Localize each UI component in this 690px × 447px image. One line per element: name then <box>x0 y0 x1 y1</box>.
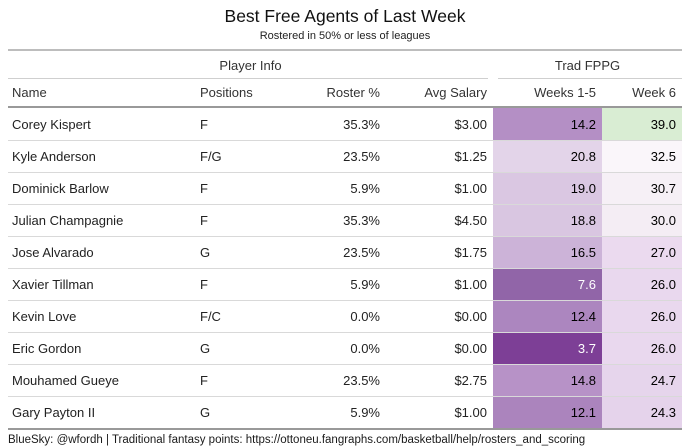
column-header-name: Name <box>12 85 47 100</box>
table-body: Corey Kispert F 35.3% $3.00 14.2 39.0 Ky… <box>8 108 682 430</box>
roster-pct-cell: 0.0% <box>350 341 380 356</box>
page-subtitle: Rostered in 50% or less of leagues <box>259 30 431 42</box>
roster-pct-cell: 0.0% <box>350 309 380 324</box>
avg-salary-cell: $0.00 <box>454 341 487 356</box>
weeks-1-5-cell: 14.2 <box>493 108 602 140</box>
avg-salary-cell: $1.00 <box>454 181 487 196</box>
week-6-cell: 30.7 <box>602 173 682 204</box>
column-header-roster-pct: Roster % <box>326 85 380 100</box>
table-row: Jose Alvarado G 23.5% $1.75 16.5 27.0 <box>8 236 682 268</box>
roster-pct-cell: 35.3% <box>343 213 380 228</box>
week-6-cell: 24.3 <box>602 397 682 428</box>
player-name: Corey Kispert <box>12 116 91 132</box>
player-name: Eric Gordon <box>12 341 82 356</box>
weeks-1-5-cell: 12.4 <box>493 301 602 332</box>
week-6-cell: 26.0 <box>602 269 682 300</box>
weeks-1-5-cell: 19.0 <box>493 173 602 204</box>
week-6-cell: 26.0 <box>602 301 682 332</box>
week-6-cell: 24.7 <box>602 365 682 396</box>
player-name: Julian Champagnie <box>12 213 124 228</box>
column-header-week-6: Week 6 <box>632 85 676 100</box>
weeks-1-5-cell: 20.8 <box>493 141 602 172</box>
roster-pct-cell: 23.5% <box>343 373 380 388</box>
roster-pct-cell: 5.9% <box>350 181 380 196</box>
player-positions: F <box>200 213 208 228</box>
player-positions: F/C <box>200 309 221 324</box>
week-6-cell: 27.0 <box>602 237 682 268</box>
table-row: Mouhamed Gueye F 23.5% $2.75 14.8 24.7 <box>8 364 682 396</box>
avg-salary-cell: $1.00 <box>454 277 487 292</box>
avg-salary-cell: $4.50 <box>454 213 487 228</box>
column-header-avg-salary: Avg Salary <box>424 85 487 100</box>
column-header-weeks-1-5: Weeks 1-5 <box>534 85 596 100</box>
player-name: Dominick Barlow <box>12 181 109 196</box>
player-positions: F/G <box>200 149 222 164</box>
player-name: Kevin Love <box>12 309 77 324</box>
weeks-1-5-cell: 12.1 <box>493 397 602 428</box>
page-title: Best Free Agents of Last Week <box>224 6 466 26</box>
week-6-cell: 30.0 <box>602 205 682 236</box>
table-row: Eric Gordon G 0.0% $0.00 3.7 26.0 <box>8 332 682 364</box>
roster-pct-cell: 23.5% <box>343 245 380 260</box>
column-spanner-row: Player Info Trad FPPG <box>8 51 682 79</box>
spanner-player-info: Player Info <box>8 51 493 79</box>
player-positions: G <box>200 245 211 260</box>
player-positions: F <box>200 373 208 388</box>
table-row: Kevin Love F/C 0.0% $0.00 12.4 26.0 <box>8 300 682 332</box>
week-6-cell: 32.5 <box>602 141 682 172</box>
avg-salary-cell: $0.00 <box>454 309 487 324</box>
roster-pct-cell: 5.9% <box>350 405 380 420</box>
table-row: Kyle Anderson F/G 23.5% $1.25 20.8 32.5 <box>8 140 682 172</box>
player-name: Mouhamed Gueye <box>12 373 119 388</box>
player-positions: G <box>200 405 211 420</box>
table-row: Corey Kispert F 35.3% $3.00 14.2 39.0 <box>8 108 682 140</box>
avg-salary-cell: $2.75 <box>454 373 487 388</box>
player-positions: G <box>200 341 211 356</box>
avg-salary-cell: $1.75 <box>454 245 487 260</box>
avg-salary-cell: $1.00 <box>454 405 487 420</box>
weeks-1-5-cell: 16.5 <box>493 237 602 268</box>
column-header-row: Name Positions Roster % Avg Salary Weeks… <box>8 79 682 108</box>
weeks-1-5-cell: 3.7 <box>493 333 602 364</box>
week-6-cell: 26.0 <box>602 333 682 364</box>
roster-pct-cell: 35.3% <box>343 116 380 132</box>
source-note: BlueSky: @wfordh | Traditional fantasy p… <box>8 434 586 446</box>
column-header-positions: Positions <box>200 85 253 100</box>
week-6-cell: 39.0 <box>602 108 682 140</box>
player-name: Xavier Tillman <box>12 277 94 292</box>
player-name: Gary Payton II <box>12 405 96 420</box>
weeks-1-5-cell: 14.8 <box>493 365 602 396</box>
free-agents-table: Player Info Trad FPPG Name Positions Ros… <box>8 49 682 430</box>
spanner-trad-fppg: Trad FPPG <box>493 51 682 79</box>
avg-salary-cell: $3.00 <box>454 116 487 132</box>
table-row: Julian Champagnie F 35.3% $4.50 18.8 30.… <box>8 204 682 236</box>
player-positions: F <box>200 116 208 132</box>
player-positions: F <box>200 277 208 292</box>
table-row: Xavier Tillman F 5.9% $1.00 7.6 26.0 <box>8 268 682 300</box>
table-row: Gary Payton II G 5.9% $1.00 12.1 24.3 <box>8 396 682 428</box>
roster-pct-cell: 23.5% <box>343 149 380 164</box>
avg-salary-cell: $1.25 <box>454 149 487 164</box>
weeks-1-5-cell: 7.6 <box>493 269 602 300</box>
table-row: Dominick Barlow F 5.9% $1.00 19.0 30.7 <box>8 172 682 204</box>
weeks-1-5-cell: 18.8 <box>493 205 602 236</box>
player-positions: F <box>200 181 208 196</box>
player-name: Kyle Anderson <box>12 149 96 164</box>
roster-pct-cell: 5.9% <box>350 277 380 292</box>
player-name: Jose Alvarado <box>12 245 94 260</box>
